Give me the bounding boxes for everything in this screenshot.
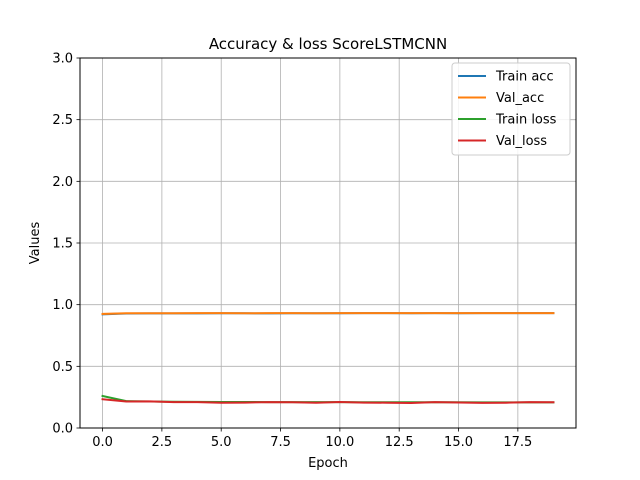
y-tick-label: 1.5 (52, 237, 73, 252)
x-tick-label: 7.5 (270, 435, 291, 450)
x-tick-label: 5.0 (211, 435, 232, 450)
x-tick-label: 15.0 (444, 435, 473, 450)
y-tick-label: 2.5 (52, 113, 73, 128)
legend-label: Train acc (495, 70, 554, 85)
x-tick-label: 10.0 (325, 435, 354, 450)
x-tick-label: 2.5 (152, 435, 173, 450)
x-axis-label: Epoch (308, 456, 348, 471)
y-tick-label: 2.0 (52, 175, 73, 190)
chart-title: Accuracy & loss ScoreLSTMCNN (209, 35, 447, 53)
legend-label: Val_loss (496, 134, 547, 149)
y-tick-label: 1.0 (52, 298, 73, 313)
legend: Train acc Val_acc Train loss Val_loss (451, 62, 571, 156)
legend-box (451, 62, 571, 156)
y-axis-label: Values (28, 222, 43, 265)
y-tick-label: 3.0 (52, 52, 73, 67)
x-tick-label: 0.0 (92, 435, 113, 450)
series-line-val-acc (101, 312, 555, 315)
legend-label: Val_acc (496, 91, 544, 106)
legend-label: Train loss (495, 113, 557, 128)
series-line-val-loss (101, 398, 555, 404)
y-tick-label: 0.0 (52, 422, 73, 437)
x-tick-label: 17.5 (503, 435, 532, 450)
series-lines (101, 312, 555, 404)
y-axis-ticks: 0.0 0.5 1.0 1.5 2.0 2.5 3.0 (52, 52, 80, 437)
x-axis-ticks: 0.0 2.5 5.0 7.5 10.0 12.5 15.0 17.5 (92, 428, 532, 450)
x-tick-label: 12.5 (385, 435, 414, 450)
y-tick-label: 0.5 (52, 360, 73, 375)
